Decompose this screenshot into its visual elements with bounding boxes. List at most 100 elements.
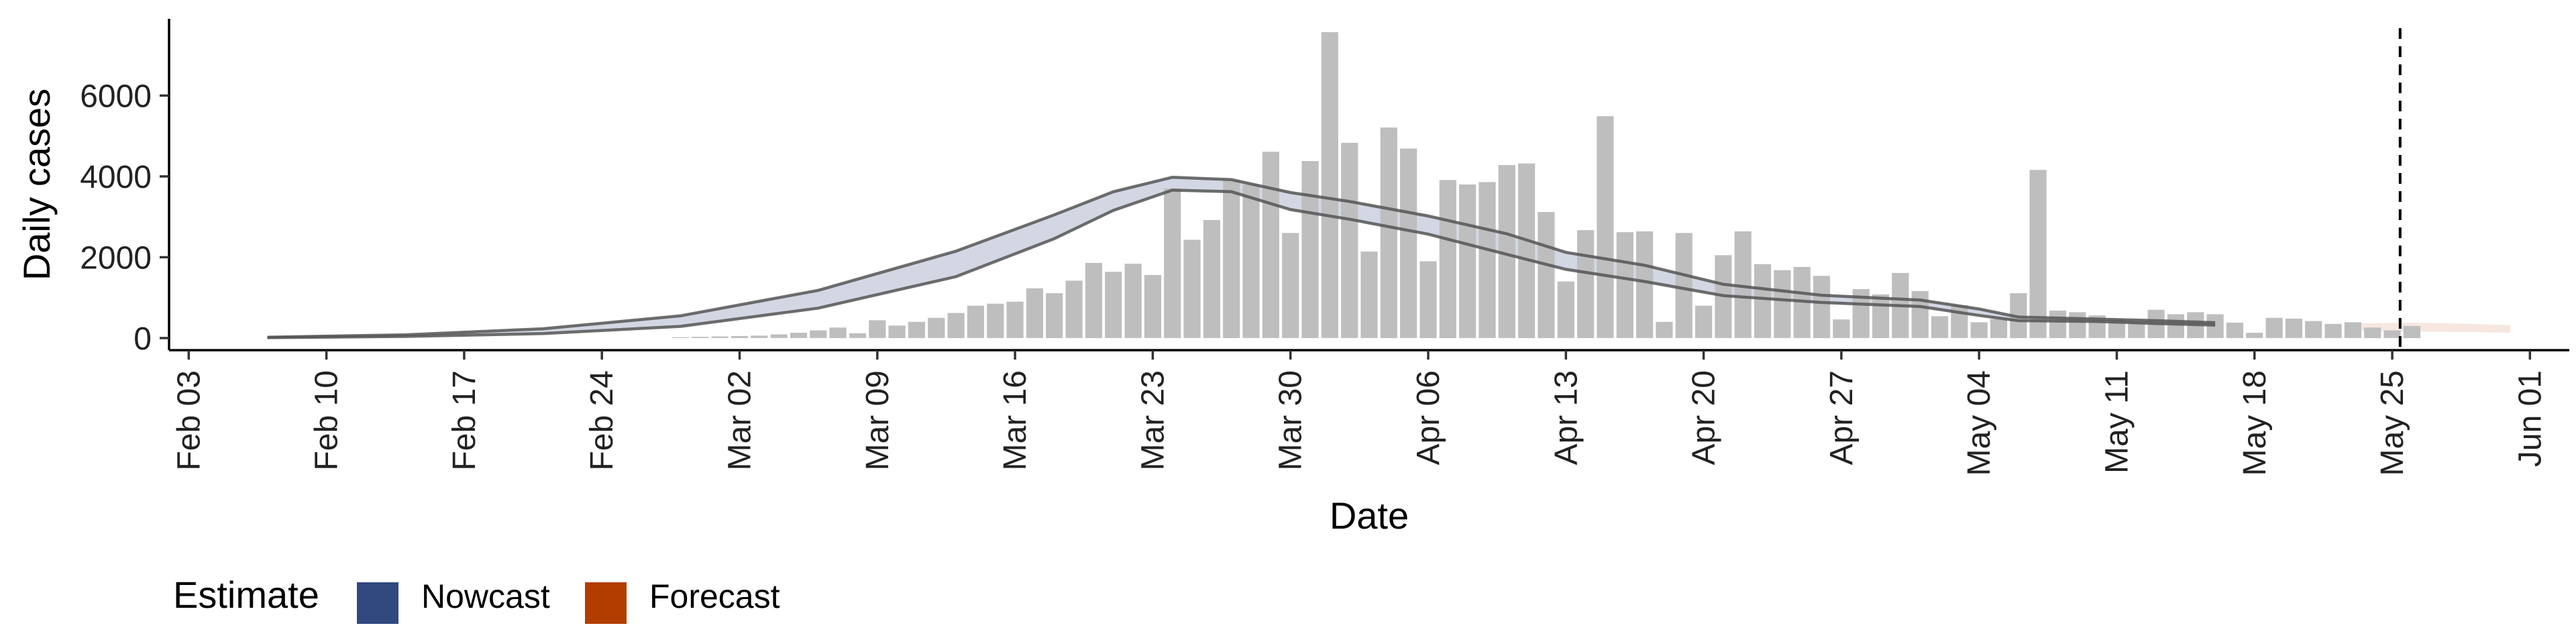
daily-case-bar xyxy=(2049,311,2067,338)
daily-case-bar xyxy=(1006,301,1024,338)
daily-case-bar xyxy=(1754,264,1772,338)
daily-case-bar xyxy=(790,333,808,338)
legend-label-forecast: Forecast xyxy=(649,578,780,615)
daily-case-bar xyxy=(2246,333,2263,338)
daily-case-bar xyxy=(1774,270,1791,338)
daily-case-bar xyxy=(2364,327,2381,338)
x-tick-label: May 04 xyxy=(1962,370,1997,476)
daily-case-bar xyxy=(849,333,867,338)
x-tick-label: Mar 30 xyxy=(1273,370,1309,470)
legend-label-nowcast: Nowcast xyxy=(421,578,550,615)
daily-case-bar xyxy=(1380,127,1397,338)
x-tick-label: Apr 06 xyxy=(1411,370,1446,465)
x-tick-label: May 25 xyxy=(2375,370,2410,476)
daily-case-bar xyxy=(1105,272,1122,338)
estimate-boundary-lines xyxy=(267,175,2216,339)
daily-case-bar xyxy=(1164,189,1181,338)
daily-case-bars xyxy=(672,32,2420,338)
daily-case-bar xyxy=(1419,261,1437,338)
daily-case-bar xyxy=(1833,319,1850,338)
daily-case-bar xyxy=(2128,321,2145,338)
daily-case-bar xyxy=(1085,262,1102,338)
x-tick-label: Jun 01 xyxy=(2512,370,2548,467)
legend-title: Estimate xyxy=(173,574,319,616)
daily-case-bar xyxy=(2285,319,2302,338)
daily-case-bar xyxy=(2383,330,2401,338)
daily-case-bar xyxy=(1203,220,1220,338)
daily-case-bar xyxy=(987,303,1004,338)
daily-case-bar xyxy=(1695,305,1713,338)
legend: Estimate Nowcast Forecast xyxy=(173,574,780,624)
daily-case-bar xyxy=(1636,231,1654,338)
x-tick-label: Mar 16 xyxy=(998,370,1033,470)
y-tick-label: 0 xyxy=(133,321,152,357)
legend-swatch-nowcast xyxy=(357,582,398,624)
daily-case-bar xyxy=(1360,252,1378,338)
daily-case-bar xyxy=(2403,325,2420,338)
daily-case-bar xyxy=(672,337,690,338)
daily-case-bar xyxy=(1911,291,1929,338)
nowcast-upper-line xyxy=(267,175,2216,339)
daily-case-bar xyxy=(1813,276,1831,338)
daily-case-bar xyxy=(2324,323,2342,338)
x-tick-label: Feb 24 xyxy=(584,370,620,470)
daily-case-bar xyxy=(908,321,925,338)
daily-case-bar xyxy=(1183,239,1201,338)
x-axis-title: Date xyxy=(1330,494,1409,537)
daily-case-bar xyxy=(770,334,788,338)
daily-case-bar xyxy=(1065,280,1083,338)
daily-case-bar xyxy=(1970,322,1988,338)
daily-case-bar xyxy=(1262,152,1279,338)
daily-case-bar xyxy=(1026,288,1043,338)
y-tick-label: 2000 xyxy=(80,240,152,276)
daily-case-bar xyxy=(1656,321,1673,338)
x-tick-label: Feb 10 xyxy=(309,370,345,470)
x-tick-label: Feb 03 xyxy=(171,370,207,470)
daily-case-bar xyxy=(692,337,709,338)
daily-case-bar xyxy=(1597,116,1614,338)
daily-case-bar xyxy=(1557,281,1574,338)
x-tick-label: May 18 xyxy=(2237,370,2273,476)
daily-case-bar xyxy=(1321,32,1338,338)
daily-case-bar xyxy=(1675,233,1693,338)
daily-case-bar xyxy=(2344,322,2361,338)
daily-case-bar xyxy=(947,313,965,338)
daily-case-bar xyxy=(2226,323,2243,338)
x-tick-label: Mar 02 xyxy=(722,370,758,470)
daily-case-bar xyxy=(1931,316,1949,338)
y-tick-label: 4000 xyxy=(80,160,152,195)
x-tick-label: Apr 13 xyxy=(1548,370,1584,465)
nowcast-lower-line xyxy=(267,189,2216,339)
y-axis-title: Daily cases xyxy=(15,89,58,280)
daily-case-bar xyxy=(1301,161,1319,338)
daily-case-bar xyxy=(731,335,749,338)
daily-case-bar xyxy=(1242,184,1260,338)
daily-case-bar xyxy=(888,325,906,338)
daily-case-bar xyxy=(928,317,945,338)
daily-case-bar xyxy=(751,335,768,338)
estimate-bands xyxy=(267,177,2510,338)
daily-case-bar xyxy=(967,305,984,338)
daily-case-bar xyxy=(1518,163,1536,338)
daily-case-bar xyxy=(1282,233,1299,338)
daily-case-bar xyxy=(2265,317,2283,338)
daily-case-bar xyxy=(1439,180,1456,338)
legend-swatch-forecast xyxy=(585,582,627,624)
daily-case-bar xyxy=(2069,312,2086,338)
daily-case-bar xyxy=(1341,142,1358,338)
daily-case-bar xyxy=(1459,184,1477,338)
daily-case-bar xyxy=(1124,264,1142,338)
x-tick-label: May 11 xyxy=(2099,370,2135,474)
daily-case-bar xyxy=(2029,170,2047,338)
daily-case-bar xyxy=(829,327,847,338)
daily-case-bar xyxy=(1479,182,1496,338)
x-tick-label: Mar 23 xyxy=(1135,370,1171,470)
daily-case-bar xyxy=(869,320,886,338)
daily-case-bar xyxy=(1400,148,1417,338)
x-tick-label: Feb 17 xyxy=(447,370,482,470)
daily-case-bar xyxy=(711,336,729,338)
daily-case-bar xyxy=(1616,232,1633,338)
x-tick-label: Apr 20 xyxy=(1686,370,1722,465)
